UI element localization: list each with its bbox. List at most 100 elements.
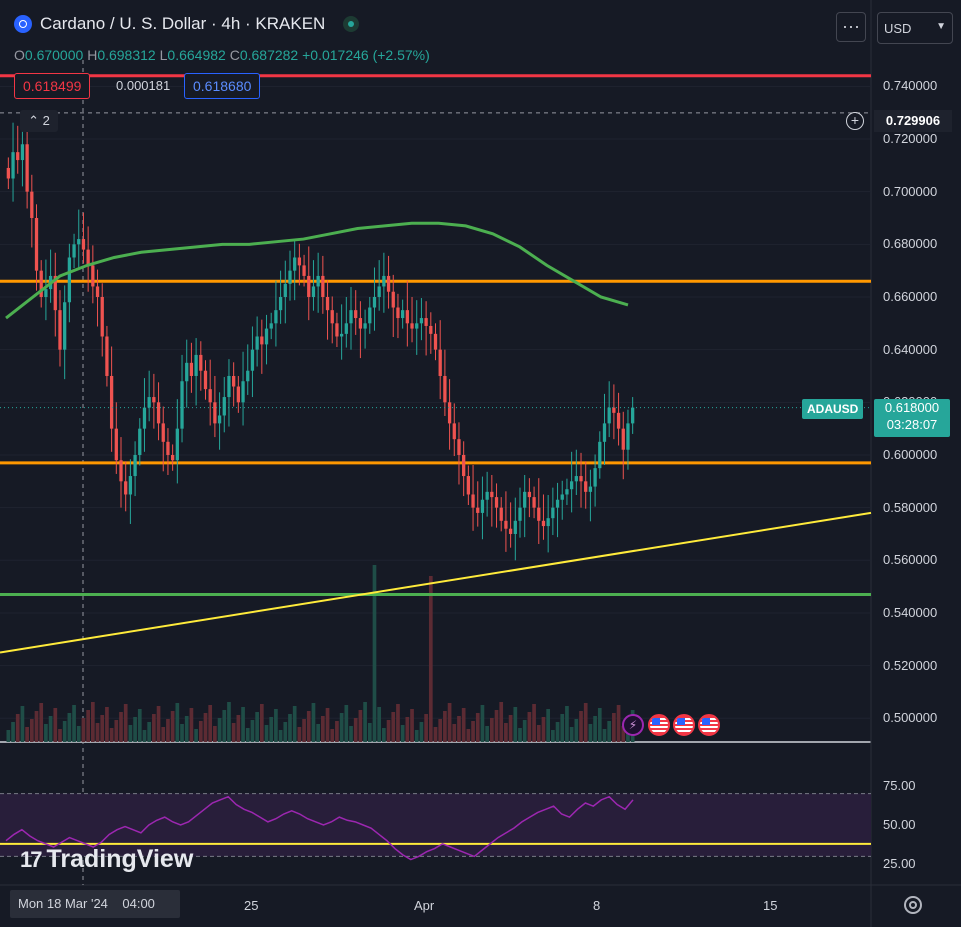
volume-bar (100, 715, 105, 742)
tradingview-logo-text: TradingView (46, 845, 194, 873)
volume-bar (222, 710, 227, 742)
candle-body (560, 494, 564, 500)
candle-body (250, 349, 255, 371)
candle-body (166, 441, 170, 455)
candle-body (156, 402, 161, 424)
volume-bar (48, 716, 53, 742)
candle-body (63, 302, 67, 350)
candle-body (513, 520, 517, 534)
bar-countdown: 03:28:07 (886, 417, 938, 432)
volume-bar (541, 717, 546, 742)
add-alert-icon[interactable]: + (846, 112, 864, 130)
symbol-title[interactable]: Cardano / U. S. Dollar · 4h · KRAKEN (14, 14, 360, 34)
volume-bar (306, 711, 311, 742)
candle-body (433, 333, 438, 350)
us-flag-event-icon[interactable] (673, 714, 695, 736)
volume-bar (344, 705, 349, 742)
candle-body (302, 265, 306, 276)
volume-bar (109, 728, 114, 742)
price-tick-label: 0.500000 (883, 710, 938, 726)
chevron-up-icon: ⌃ (28, 113, 40, 128)
candle-body (330, 310, 334, 324)
volume-bar (447, 703, 452, 742)
volume-bar (532, 704, 536, 742)
candle-body (25, 144, 29, 192)
currency-select[interactable]: USD ▼ (877, 12, 953, 44)
cardano-logo-icon (14, 15, 32, 33)
candle-body (466, 476, 471, 495)
volume-bar (241, 707, 245, 742)
candle-body (133, 454, 137, 477)
candle-body (16, 152, 20, 161)
candle-body (508, 528, 513, 534)
indicators-toggle-button[interactable]: ⌃ 2 (20, 110, 58, 132)
candle-body (20, 144, 25, 161)
rsi-tick-label: 25.00 (883, 856, 916, 872)
candle-body (410, 323, 414, 329)
sell-button[interactable]: 0.618499 (14, 73, 91, 99)
candle-body (546, 518, 550, 527)
x-tick-label: Apr (414, 898, 435, 913)
volume-bar (259, 704, 264, 742)
candle-body (335, 323, 339, 337)
us-flag-event-icon[interactable] (698, 714, 720, 736)
candle-body (91, 265, 95, 287)
volume-bar (53, 708, 58, 742)
candle-body (537, 507, 541, 521)
candle-body (293, 257, 297, 271)
volume-bar (593, 716, 597, 742)
candle-body (476, 507, 480, 513)
volume-bar (602, 729, 607, 742)
volume-bar (76, 726, 81, 742)
spread-value: 0.000181 (116, 78, 171, 93)
candle-body (443, 375, 447, 403)
volume-bar (203, 713, 208, 742)
candle-body (227, 375, 231, 398)
high-value: 0.698312 (97, 47, 156, 63)
crosshair-date-label: Mon 18 Mar '24 04:00 (10, 890, 180, 918)
volume-bar (217, 718, 222, 742)
buy-button[interactable]: 0.618680 (184, 73, 261, 99)
candle-body (631, 407, 635, 424)
volume-bar (29, 719, 34, 742)
candle-body (307, 275, 311, 297)
volume-bar (621, 726, 626, 742)
candle-body (194, 354, 198, 376)
volume-bar (67, 713, 72, 742)
volume-bar (579, 711, 583, 742)
low-label: L (159, 47, 168, 63)
candle-body (386, 275, 391, 292)
market-status-icon[interactable] (343, 16, 360, 32)
candle-body (189, 362, 194, 376)
volume-bar (123, 704, 128, 742)
volume-bar (443, 711, 447, 742)
volume-bar (551, 730, 555, 742)
candle-body (269, 323, 273, 329)
volume-bar (569, 727, 574, 742)
volume-bar (382, 728, 386, 742)
volume-bar (227, 702, 231, 742)
volume-bar (137, 709, 142, 742)
volume-bar (349, 726, 353, 742)
volume-bar (513, 707, 518, 742)
more-options-button[interactable]: ··· (836, 12, 866, 42)
candle-body (288, 270, 292, 284)
candle-body (354, 310, 358, 319)
settings-icon[interactable] (904, 896, 922, 914)
volume-bar (386, 720, 391, 742)
volume-bar (419, 722, 424, 742)
symbol-title-text: Cardano / U. S. Dollar · 4h · KRAKEN (40, 14, 326, 33)
volume-bar (142, 730, 147, 742)
candle-body (368, 307, 372, 324)
candle-body (175, 428, 179, 461)
lightning-event-icon[interactable]: ⚡ (622, 714, 644, 736)
us-flag-event-icon[interactable] (648, 714, 670, 736)
volume-bar (44, 724, 48, 742)
volume-bar (499, 702, 504, 742)
candle-body (588, 486, 593, 492)
price-tick-label: 0.700000 (883, 183, 938, 199)
candle-body (208, 389, 212, 403)
candle-body (579, 476, 583, 482)
volume-bar (128, 725, 133, 742)
